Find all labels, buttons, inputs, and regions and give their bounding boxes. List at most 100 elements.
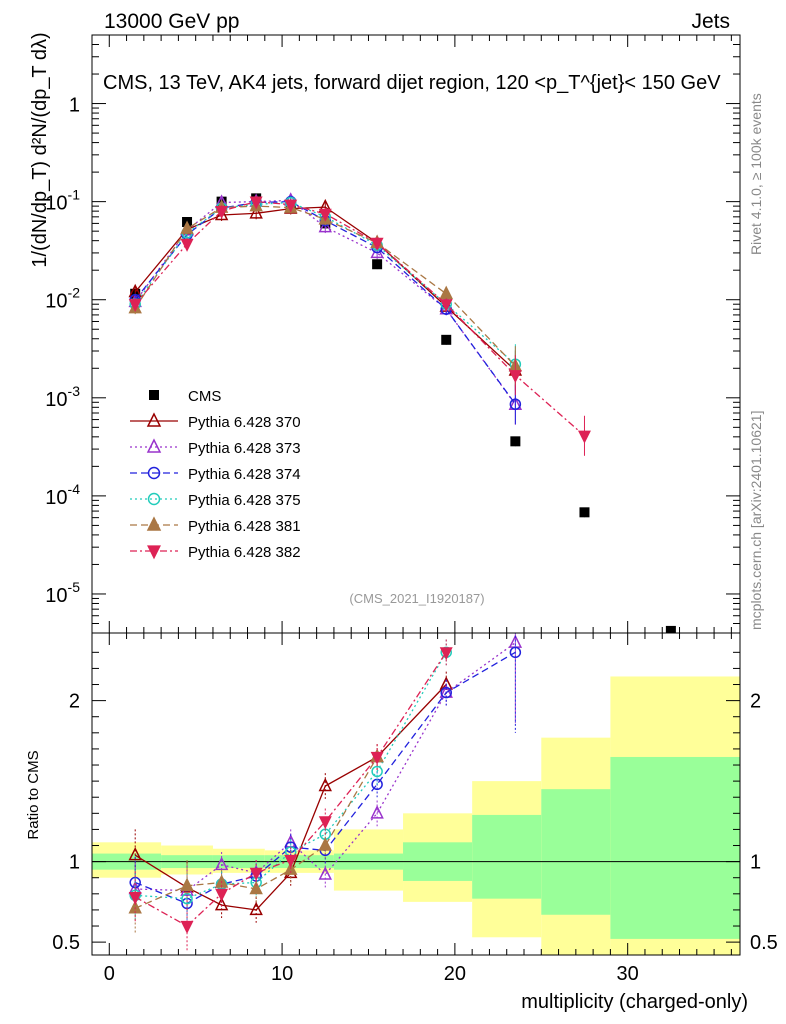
legend-label: Pythia 6.428 381 <box>188 518 301 535</box>
ratio-point-p373 <box>318 866 332 880</box>
legend-marker-p374 <box>147 466 161 480</box>
x-tick-label: 10 <box>271 963 293 985</box>
rivet-label-text: Rivet 4.1.0, ≥ 100k events <box>748 93 764 255</box>
legend-entry-p373: Pythia 6.428 373 <box>130 438 301 457</box>
point-p382 <box>370 237 384 251</box>
point-p373 <box>318 218 332 233</box>
point-p382 <box>215 206 229 219</box>
ratio-point-p382 <box>249 867 263 881</box>
legend-label: Pythia 6.428 370 <box>188 414 301 431</box>
panel-frames <box>91 34 741 956</box>
rivet-label: Rivet 4.1.0, ≥ 100k events <box>748 93 764 255</box>
ratio-point-p382 <box>128 891 142 905</box>
point-p382 <box>249 196 263 210</box>
legend-marker-p370 <box>146 412 162 427</box>
ratio-point-p381 <box>180 877 194 892</box>
ratio-y-tick-label-right: 0.5 <box>750 932 778 954</box>
point-p382 <box>508 370 522 384</box>
legend-entry-p374: Pythia 6.428 374 <box>130 466 301 483</box>
legend-marker-p381 <box>146 516 162 531</box>
main-ylabel-text: 1/(dN/dp_T) d²N/(dp_T dλ) <box>29 32 51 267</box>
ratio-line-p375 <box>135 651 447 900</box>
x-axis-label: multiplicity (charged-only) <box>521 991 748 1013</box>
ratio-point-p382 <box>370 751 384 765</box>
y-tick-label: 1 <box>69 95 80 117</box>
legend-marker-p382 <box>147 545 161 560</box>
x-tick-label: 30 <box>617 963 639 985</box>
y-tick-label: 10-5 <box>45 579 80 607</box>
y-tick-label: 10-4 <box>45 481 80 509</box>
ratio-point-p373 <box>370 805 384 819</box>
ratio-point-p370 <box>249 901 263 916</box>
ratio-point-p370 <box>214 896 229 911</box>
ratio-point-p382 <box>180 920 194 934</box>
mcplots-label: mcplots.cern.ch [arXiv:2401.10621] <box>748 411 764 630</box>
ratio-frame <box>91 632 741 956</box>
x-tick-label: 0 <box>104 963 115 985</box>
point-cms <box>579 507 590 518</box>
point-p370 <box>249 205 263 219</box>
point-cms <box>441 334 452 345</box>
legend-marker-p373 <box>146 438 162 453</box>
main-series-group <box>128 192 676 633</box>
ratio-y-tick-label-right: 1 <box>750 852 761 874</box>
legend-entry-cms: CMS <box>149 388 221 405</box>
point-p382 <box>578 430 591 444</box>
point-p381 <box>180 220 194 234</box>
chart-title: CMS, 13 TeV, AK4 jets, forward dijet reg… <box>103 72 721 94</box>
legend-label: Pythia 6.428 382 <box>188 544 301 561</box>
ratio-point-p375 <box>371 765 383 778</box>
series-line-p374 <box>134 200 516 405</box>
point-p381 <box>439 285 453 300</box>
ratio-ylabel-text: Ratio to CMS <box>25 750 42 839</box>
ratio-line-p382 <box>134 651 447 927</box>
band-inner-bin <box>541 789 611 915</box>
point-cms <box>665 625 676 633</box>
legend-entry-p382: Pythia 6.428 382 <box>130 544 301 561</box>
band-inner-bin <box>472 814 542 899</box>
series-line-p382 <box>134 200 585 437</box>
header-right: Jets <box>691 10 730 33</box>
title-text: CMS, 13 TeV, AK4 jets, forward dijet reg… <box>103 72 721 94</box>
legend-label: Pythia 6.428 374 <box>188 466 301 483</box>
ratio-uncertainty-bands <box>92 676 740 955</box>
ratio-y-tick-label: 1 <box>69 852 80 874</box>
point-p374 <box>509 398 522 410</box>
ratio-point-p370 <box>128 847 142 861</box>
legend-label: Pythia 6.428 373 <box>188 440 301 457</box>
ratio-y-tick-label: 2 <box>69 691 80 713</box>
legend-label: Pythia 6.428 375 <box>188 492 301 509</box>
ratio-series-group <box>128 633 523 952</box>
point-p382 <box>318 208 332 222</box>
y-tick-label: 10-1 <box>45 187 80 215</box>
point-p382 <box>180 238 194 252</box>
ratio-y-tick-label: 0.5 <box>52 932 80 954</box>
legend: CMS Pythia 6.428 370 Pythia 6.428 373 Pythi… <box>130 388 301 561</box>
ratio-point-p370 <box>318 777 332 792</box>
legend-entry-p381: Pythia 6.428 381 <box>130 516 301 535</box>
ratio-series-p382 <box>128 639 453 952</box>
ratio-point-p382 <box>284 854 298 868</box>
header-left: 13000 GeV pp <box>104 10 239 33</box>
point-cms <box>372 259 383 270</box>
ratio-point-p381 <box>318 837 332 851</box>
legend-entry-p370: Pythia 6.428 370 <box>130 412 301 431</box>
legend-entry-p375: Pythia 6.428 375 <box>130 492 301 509</box>
ratio-point-p373 <box>214 856 229 871</box>
mcplots-label-text: mcplots.cern.ch [arXiv:2401.10621] <box>748 411 764 630</box>
point-cms <box>510 436 521 447</box>
ratio-point-p382 <box>318 816 332 830</box>
x-tick-label: 20 <box>444 963 466 985</box>
watermark: (CMS_2021_I1920187) <box>349 591 484 606</box>
legend-label: CMS <box>188 388 221 405</box>
legend-marker-p375 <box>147 492 161 506</box>
point-p382 <box>128 299 142 313</box>
ratio-point-p374 <box>440 686 452 699</box>
main-y-axis-label: 1/(dN/dp_T) d²N/(dp_T dλ) <box>29 32 51 267</box>
ratio-point-p374 <box>509 646 522 659</box>
ratio-point-p382 <box>215 888 229 902</box>
point-p382 <box>284 199 298 213</box>
series-p382 <box>128 195 591 456</box>
legend-marker-cms <box>149 390 159 400</box>
